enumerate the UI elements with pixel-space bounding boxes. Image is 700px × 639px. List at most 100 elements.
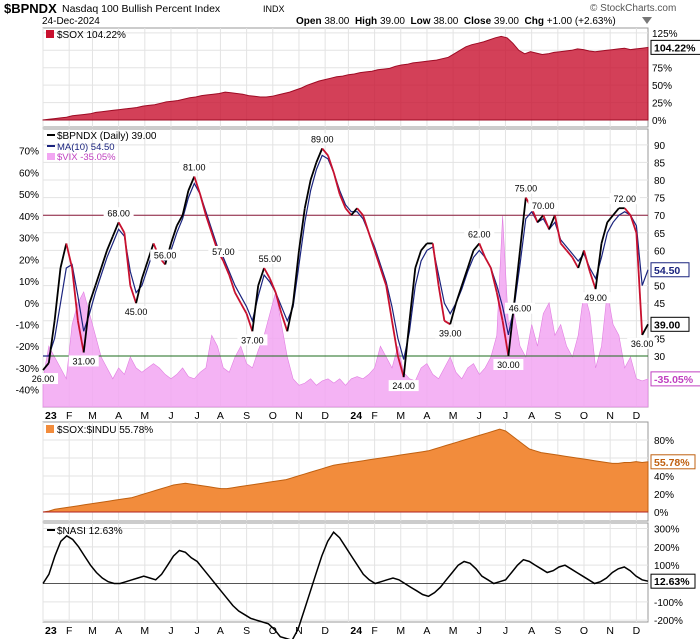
annotation-bg [208, 245, 239, 257]
x-tick-label: A [423, 625, 430, 637]
bpndx-segment [193, 176, 201, 195]
vix-legend-label: $VIX -35.05% [57, 152, 116, 163]
x-tick-label: S [243, 410, 250, 422]
sox-value-tag-box [650, 39, 700, 55]
bpndx-segment [286, 303, 294, 332]
bpndx-segment [240, 302, 248, 315]
sox-tick-label: 125% [652, 29, 678, 40]
collapse-icon[interactable] [642, 17, 652, 24]
x-tick-label: J [503, 625, 508, 637]
bpndx-segment [111, 221, 120, 237]
annotation-bg [505, 302, 536, 314]
bpndx-segment [571, 256, 579, 269]
bpndx-segment [367, 232, 376, 251]
bp-value-tag: 39.00 [654, 319, 680, 331]
bpndx-segment [472, 242, 480, 251]
annotation-bg [68, 355, 99, 367]
annotation-label: 39.00 [439, 328, 462, 338]
annotation-label: 37.00 [241, 335, 264, 345]
annotation-bg [435, 327, 466, 339]
bpndx-segment [176, 214, 184, 227]
bpndx-segment [82, 303, 91, 353]
bp-tick-label-left: 10% [19, 277, 39, 288]
sox-tick-label: 75% [652, 64, 672, 75]
low-label: Low [410, 16, 431, 27]
low-value: 38.00 [433, 16, 459, 27]
bpndx-segment [269, 278, 277, 293]
bpndx-segment [333, 172, 341, 195]
bpndx-segment [280, 313, 289, 332]
bpndx-segment [71, 267, 79, 321]
bpndx-segment [59, 243, 68, 269]
ratio-value-tag: 55.78% [654, 457, 690, 469]
ratio-tick-label: 20% [654, 490, 674, 501]
x-tick-label: 23 [45, 410, 57, 422]
bpndx-segment [449, 302, 457, 325]
sox-value-tag: 104.22% [654, 42, 696, 54]
bpndx-segment [263, 267, 271, 280]
annotation-bg [493, 358, 524, 370]
bpndx-segment [385, 285, 393, 321]
annotation-label: 49.00 [584, 293, 607, 303]
chart-date: 24-Dec-2024 [42, 16, 100, 27]
ma10-line [43, 154, 649, 360]
annotation-bg [528, 200, 559, 212]
high-value: 39.00 [379, 16, 405, 27]
nasi-value-tag: 12.63% [654, 576, 690, 588]
annotation-label: 81.00 [183, 163, 206, 173]
bpndx-segment [315, 148, 324, 163]
x-tick-label: N [295, 625, 303, 637]
bpndx-segment [600, 222, 609, 244]
bpndx-segment [321, 147, 329, 156]
bp-tick-label-left: -20% [16, 342, 39, 353]
x-tick-label: M [88, 625, 97, 637]
sox-tick-label: 25% [652, 99, 672, 110]
bpndx-segment [466, 250, 475, 269]
bpndx-segment [88, 285, 97, 304]
bpndx-segment [443, 320, 451, 326]
bp-legend-label: $BPNDX (Daily) 39.00 [57, 131, 157, 142]
x-tick-label: M [140, 625, 149, 637]
bpndx-segment [129, 285, 137, 304]
annotation-label: 89.00 [311, 134, 334, 144]
annotation-bg [609, 193, 640, 205]
ratio-area [42, 428, 649, 513]
bp-tick-label-left: 70% [19, 147, 39, 158]
x-tick-label: O [580, 410, 588, 422]
bpndx-segment [77, 320, 85, 353]
bp-tick-label-left: 30% [19, 234, 39, 245]
annotation-label: 46.00 [509, 304, 532, 314]
bp-tick-label-left: -10% [16, 320, 39, 331]
bpndx-segment [560, 242, 568, 251]
bpndx-segment [356, 207, 364, 216]
nasi-tick-label: 100% [654, 561, 680, 572]
vix-value-tag: -35.05% [654, 374, 694, 386]
bpndx-segment [612, 207, 620, 216]
bpndx-segment [338, 193, 347, 209]
bpndx-segment [420, 242, 428, 251]
x-tick-label: A [115, 625, 122, 637]
annotation-label: 31.00 [72, 356, 95, 366]
sox-legend-swatch [46, 30, 54, 38]
bpndx-segment [187, 176, 196, 191]
bpndx-segment [292, 250, 300, 304]
ohlc-readout: Open 38.00 High 39.00 Low 38.00 Close 39… [296, 16, 616, 27]
watermark: © StockCharts.com [590, 3, 677, 14]
nasi-tick-label: -200% [654, 616, 683, 627]
x-tick-label: F [371, 625, 377, 637]
x-tick-label: J [195, 410, 200, 422]
annotation-bg [388, 380, 419, 392]
sox-area [42, 35, 649, 121]
annotation-bg [580, 292, 611, 304]
ratio-tick-label: 40% [654, 472, 674, 483]
x-tick-label: O [580, 625, 588, 637]
x-tick-label: J [477, 625, 482, 637]
bpndx-segment [478, 243, 486, 258]
annotation-bg [150, 249, 181, 261]
x-tick-label: M [140, 410, 149, 422]
bp-tick-label-right: 75 [654, 194, 666, 205]
bpndx-segment [298, 208, 306, 251]
bpndx-segment [397, 355, 405, 378]
sox-tick-label: 0% [652, 116, 667, 127]
